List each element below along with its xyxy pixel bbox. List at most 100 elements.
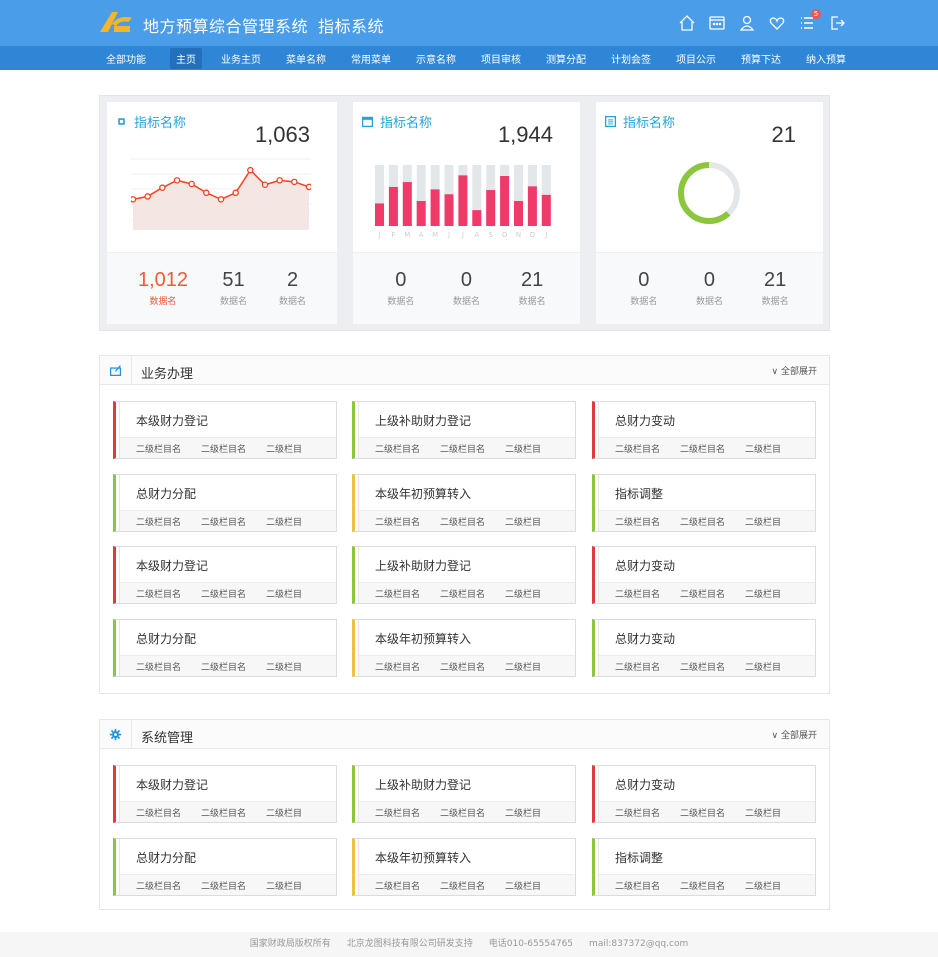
sub-link[interactable]: 二级栏目名 [440, 662, 486, 673]
sub-link[interactable]: 二级栏目名 [136, 517, 182, 528]
sub-link[interactable]: 二级栏目名 [136, 444, 182, 455]
expand-all-button[interactable]: ∨ 全部展开 [772, 364, 817, 377]
sub-link[interactable]: 二级栏目名 [440, 444, 486, 455]
function-card[interactable]: 本级财力登记 二级栏目名 二级栏目名 二级栏目 [113, 765, 337, 823]
nav-item[interactable]: 项目公示 [676, 54, 716, 66]
user-icon[interactable] [738, 14, 756, 32]
function-card[interactable]: 上级补助财力登记 二级栏目名 二级栏目名 二级栏目 [352, 546, 576, 604]
card-title[interactable]: 总财力变动 [615, 414, 676, 428]
sub-link[interactable]: 二级栏目 [745, 444, 782, 455]
sub-link[interactable]: 二级栏目 [266, 517, 303, 528]
function-card[interactable]: 本级年初预算转入 二级栏目名 二级栏目名 二级栏目 [352, 619, 576, 677]
sub-link[interactable]: 二级栏目名 [615, 881, 661, 892]
function-card[interactable]: 总财力变动二级栏目名 二级栏目名 二级栏目 [592, 619, 816, 677]
sub-link[interactable]: 二级栏目 [505, 662, 542, 673]
function-card[interactable]: 上级补助财力登记 二级栏目名 二级栏目名 二级栏目 [352, 401, 576, 459]
function-card[interactable]: 指标调整二级栏目名 二级栏目名 二级栏目 [592, 474, 816, 532]
nav-item[interactable]: 项目审核 [481, 54, 521, 66]
sub-link[interactable]: 二级栏目名 [440, 808, 486, 819]
sub-link[interactable]: 二级栏目名 [201, 808, 247, 819]
sub-link[interactable]: 二级栏目 [505, 808, 542, 819]
card-title[interactable]: 总财力变动 [615, 778, 676, 792]
sub-link[interactable]: 二级栏目名 [201, 881, 247, 892]
sub-link[interactable]: 二级栏目 [266, 444, 303, 455]
sub-link[interactable]: 二级栏目名 [375, 662, 421, 673]
sub-link[interactable]: 二级栏目 [505, 444, 542, 455]
sub-link[interactable]: 二级栏目名 [136, 589, 182, 600]
card-title[interactable]: 上级补助财力登记 [375, 559, 472, 573]
sub-link[interactable]: 二级栏目名 [680, 517, 726, 528]
sub-link[interactable]: 二级栏目名 [615, 589, 661, 600]
card-title[interactable]: 指标调整 [615, 851, 664, 865]
nav-item[interactable]: 常用菜单 [351, 54, 391, 66]
sub-link[interactable]: 二级栏目 [266, 589, 303, 600]
sub-link[interactable]: 二级栏目名 [440, 517, 486, 528]
nav-item[interactable]: 示意名称 [416, 54, 456, 66]
sub-link[interactable]: 二级栏目 [266, 881, 303, 892]
card-title[interactable]: 总财力分配 [136, 632, 197, 646]
sub-link[interactable]: 二级栏目名 [201, 662, 247, 673]
function-card[interactable]: 总财力分配 二级栏目名 二级栏目名 二级栏目 [113, 619, 337, 677]
sub-link[interactable]: 二级栏目名 [680, 444, 726, 455]
card-title[interactable]: 本级年初预算转入 [375, 632, 472, 646]
nav-item[interactable]: 计划会签 [611, 54, 651, 66]
sub-link[interactable]: 二级栏目 [745, 662, 782, 673]
function-card[interactable]: 总财力变动二级栏目名 二级栏目名 二级栏目 [592, 546, 816, 604]
nav-item[interactable]: 业务主页 [221, 54, 261, 66]
sub-link[interactable]: 二级栏目名 [615, 662, 661, 673]
sub-link[interactable]: 二级栏目名 [136, 808, 182, 819]
all-functions-menu[interactable]: 全部功能 [106, 54, 146, 66]
nav-item[interactable]: 测算分配 [546, 54, 586, 66]
sub-link[interactable]: 二级栏目名 [615, 517, 661, 528]
sub-link[interactable]: 二级栏目名 [201, 589, 247, 600]
function-card[interactable]: 总财力变动二级栏目名 二级栏目名 二级栏目 [592, 401, 816, 459]
card-title[interactable]: 指标调整 [615, 487, 664, 501]
expand-all-button[interactable]: ∨ 全部展开 [772, 728, 817, 741]
sub-link[interactable]: 二级栏目名 [615, 808, 661, 819]
sub-link[interactable]: 二级栏目 [745, 517, 782, 528]
heart-icon[interactable] [768, 14, 786, 32]
nav-item[interactable]: 主页 [170, 47, 202, 69]
function-card[interactable]: 总财力变动 二级栏目名 二级栏目名 二级栏目 [592, 765, 816, 823]
sub-link[interactable]: 二级栏目名 [375, 881, 421, 892]
sub-link[interactable]: 二级栏目名 [201, 444, 247, 455]
card-title[interactable]: 本级财力登记 [136, 778, 209, 792]
card-title[interactable]: 总财力变动 [615, 559, 676, 573]
card-title[interactable]: 本级财力登记 [136, 414, 209, 428]
card-title[interactable]: 本级财力登记 [136, 559, 209, 573]
sub-link[interactable]: 二级栏目名 [440, 881, 486, 892]
card-title[interactable]: 总财力变动 [615, 632, 676, 646]
sub-link[interactable]: 二级栏目名 [201, 517, 247, 528]
card-title[interactable]: 本级年初预算转入 [375, 487, 472, 501]
logout-icon[interactable] [828, 14, 846, 32]
nav-item[interactable]: 菜单名称 [286, 54, 326, 66]
sub-link[interactable]: 二级栏目名 [440, 589, 486, 600]
function-card[interactable]: 本级财力登记 二级栏目名 二级栏目名 二级栏目 [113, 401, 337, 459]
sub-link[interactable]: 二级栏目名 [680, 662, 726, 673]
sub-link[interactable]: 二级栏目 [745, 808, 782, 819]
sub-link[interactable]: 二级栏目 [745, 881, 782, 892]
function-card[interactable]: 上级补助财力登记 二级栏目名 二级栏目名 二级栏目 [352, 765, 576, 823]
sub-link[interactable]: 二级栏目 [505, 881, 542, 892]
card-title[interactable]: 总财力分配 [136, 851, 197, 865]
sub-link[interactable]: 二级栏目名 [615, 444, 661, 455]
sub-link[interactable]: 二级栏目名 [375, 589, 421, 600]
message-icon[interactable] [708, 14, 726, 32]
card-title[interactable]: 总财力分配 [136, 487, 197, 501]
nav-item[interactable]: 预算下达 [741, 54, 781, 66]
sub-link[interactable]: 二级栏目名 [136, 881, 182, 892]
sub-link[interactable]: 二级栏目名 [375, 444, 421, 455]
task-list-button[interactable]: 5 [798, 9, 821, 32]
sub-link[interactable]: 二级栏目名 [136, 662, 182, 673]
sub-link[interactable]: 二级栏目 [505, 589, 542, 600]
card-title[interactable]: 上级补助财力登记 [375, 414, 472, 428]
sub-link[interactable]: 二级栏目 [745, 589, 782, 600]
function-card[interactable]: 本级年初预算转入 二级栏目名 二级栏目名 二级栏目 [352, 838, 576, 896]
card-title[interactable]: 本级年初预算转入 [375, 851, 472, 865]
sub-link[interactable]: 二级栏目 [266, 808, 303, 819]
function-card[interactable]: 本级年初预算转入 二级栏目名 二级栏目名 二级栏目 [352, 474, 576, 532]
sub-link[interactable]: 二级栏目名 [680, 881, 726, 892]
sub-link[interactable]: 二级栏目名 [680, 589, 726, 600]
sub-link[interactable]: 二级栏目名 [375, 808, 421, 819]
function-card[interactable]: 总财力分配二级栏目名 二级栏目名 二级栏目 [113, 474, 337, 532]
